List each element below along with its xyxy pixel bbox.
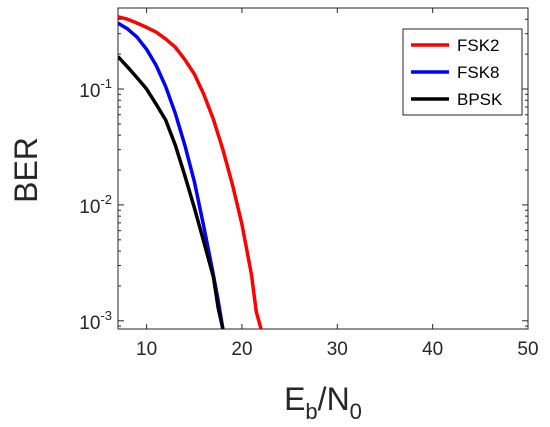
y-tick-label: 10-2 [79,192,112,218]
x-tick-label: 40 [422,339,443,360]
legend-label-fsk2: FSK2 [457,36,500,55]
x-axis-label-base: E [284,381,305,417]
y-tick-base: 10 [79,197,100,218]
x-axis-label-mid: /N [318,381,350,417]
y-tick-base: 10 [79,313,100,334]
series-line-bpsk [118,55,225,329]
y-tick-exponent: -2 [100,192,112,207]
legend: FSK2 FSK8 BPSK [402,28,523,116]
x-tick-label: 50 [517,339,538,360]
y-tick-label: 10-3 [79,308,112,334]
x-axis-label-sub2: 0 [350,399,362,424]
y-tick-base: 10 [79,81,100,102]
series-layer [118,15,263,329]
x-tick-label: 10 [136,339,157,360]
legend-label-fsk8: FSK8 [457,63,500,82]
legend-label-bpsk: BPSK [457,90,503,109]
y-axis-label: BER [8,137,44,203]
x-axis-label: Eb/N0 [284,381,362,424]
series-line-fsk2 [118,15,263,329]
x-axis-label-sub1: b [305,399,317,424]
y-tick-exponent: -1 [100,76,112,91]
x-tick-label: 30 [327,339,348,360]
y-tick-exponent: -3 [100,308,112,323]
x-tick-label: 20 [231,339,252,360]
y-tick-label: 10-1 [79,76,112,102]
